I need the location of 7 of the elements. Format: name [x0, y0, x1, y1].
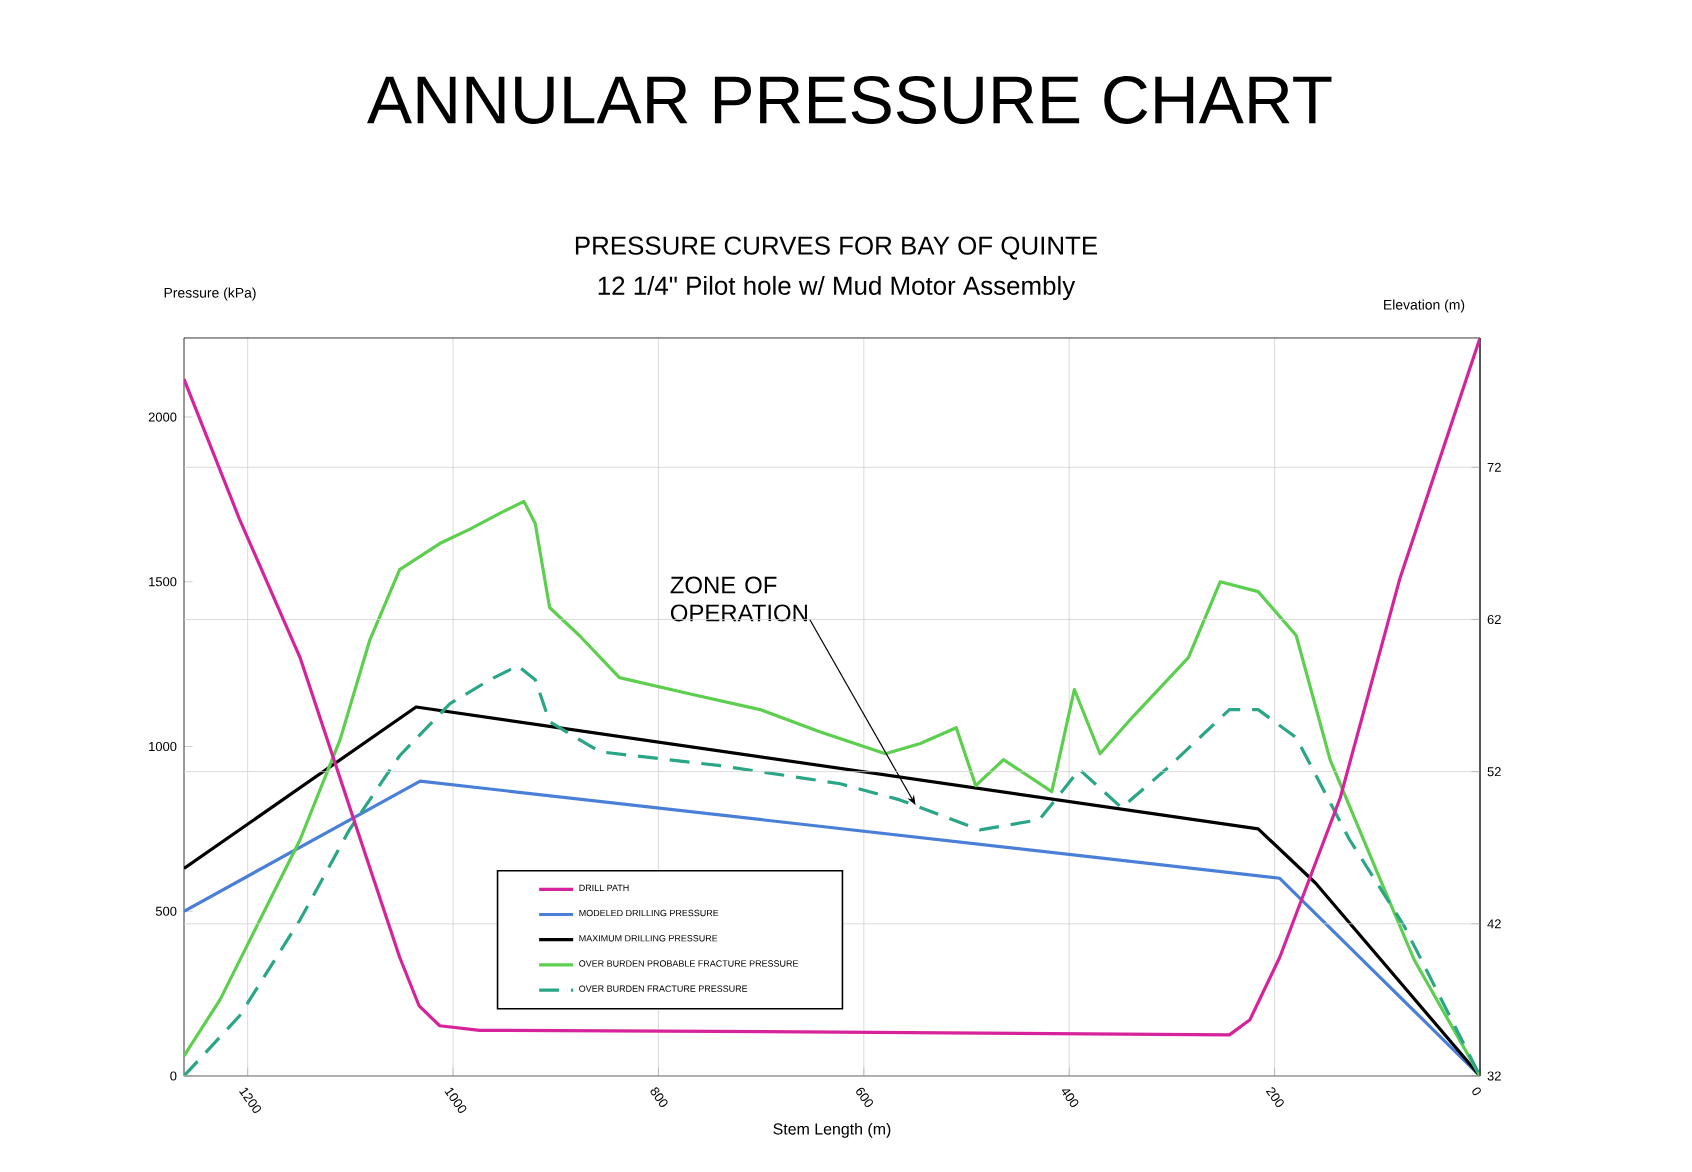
chart-subtitle: PRESSURE CURVES FOR BAY OF QUINTE — [575, 236, 1098, 260]
line-series — [184, 337, 1480, 1037]
line-series — [184, 499, 1480, 1076]
chart-title: ANNULAR PRESSURE CHART — [367, 75, 1332, 124]
text: 12 1/4" Pilot hole w/ Mud Motor Assembly — [598, 275, 1076, 301]
annotation: ZONE OF OPERATION — [670, 576, 807, 622]
line-series — [184, 779, 1480, 1076]
